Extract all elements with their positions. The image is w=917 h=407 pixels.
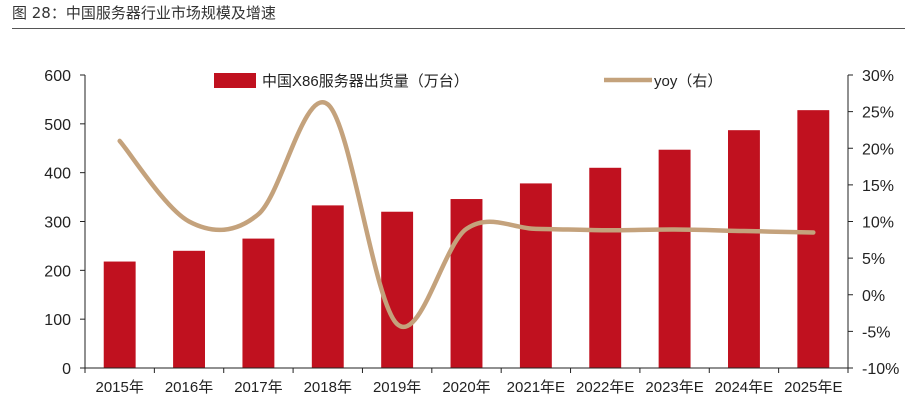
y2-tick-label: -5% bbox=[862, 324, 890, 341]
bar bbox=[728, 130, 760, 368]
x-tick-label: 2018年 bbox=[304, 379, 352, 396]
y-tick-label: 0 bbox=[62, 361, 71, 378]
y2-tick-label: -10% bbox=[862, 361, 899, 378]
bar bbox=[658, 149, 691, 368]
x-tick-label: 2024年E bbox=[715, 379, 773, 396]
y2-tick-label: 20% bbox=[862, 141, 894, 158]
legend-label-line: yoy（右） bbox=[654, 73, 722, 90]
bar bbox=[103, 261, 136, 368]
bar bbox=[311, 205, 344, 368]
y2-tick-label: 30% bbox=[862, 68, 894, 85]
y2-tick-label: 10% bbox=[862, 215, 894, 232]
x-tick-label: 2022年E bbox=[576, 379, 634, 396]
y-tick-label: 400 bbox=[44, 166, 71, 183]
bar bbox=[173, 250, 205, 368]
y2-tick-label: 25% bbox=[862, 105, 894, 122]
x-tick-label: 2025年E bbox=[784, 379, 842, 396]
bar bbox=[242, 238, 275, 368]
y-tick-label: 100 bbox=[44, 312, 71, 329]
y-tick-label: 600 bbox=[44, 68, 71, 85]
x-tick-label: 2020年 bbox=[442, 379, 490, 396]
x-tick-label: 2021年E bbox=[507, 379, 565, 396]
figure-title: 图 28：中国服务器行业市场规模及增速 bbox=[12, 4, 276, 22]
x-tick-label: 2016年 bbox=[165, 379, 213, 396]
x-tick-label: 2015年 bbox=[95, 379, 143, 396]
y2-tick-label: 5% bbox=[862, 251, 885, 268]
legend-swatch-bar bbox=[214, 73, 256, 88]
bar bbox=[519, 183, 552, 368]
x-tick-label: 2019年 bbox=[373, 379, 421, 396]
x-tick-label: 2023年E bbox=[645, 379, 703, 396]
y2-tick-label: 0% bbox=[862, 288, 885, 305]
bar bbox=[797, 110, 830, 368]
x-tick-label: 2017年 bbox=[234, 379, 282, 396]
legend-label-bar: 中国X86服务器出货量（万台） bbox=[262, 73, 469, 90]
y-tick-label: 300 bbox=[44, 215, 71, 232]
title-divider bbox=[12, 28, 905, 29]
bar bbox=[589, 167, 622, 368]
y2-tick-label: 15% bbox=[862, 178, 894, 195]
y-tick-label: 200 bbox=[44, 263, 71, 280]
y-tick-label: 500 bbox=[44, 117, 71, 134]
bar bbox=[381, 211, 414, 368]
